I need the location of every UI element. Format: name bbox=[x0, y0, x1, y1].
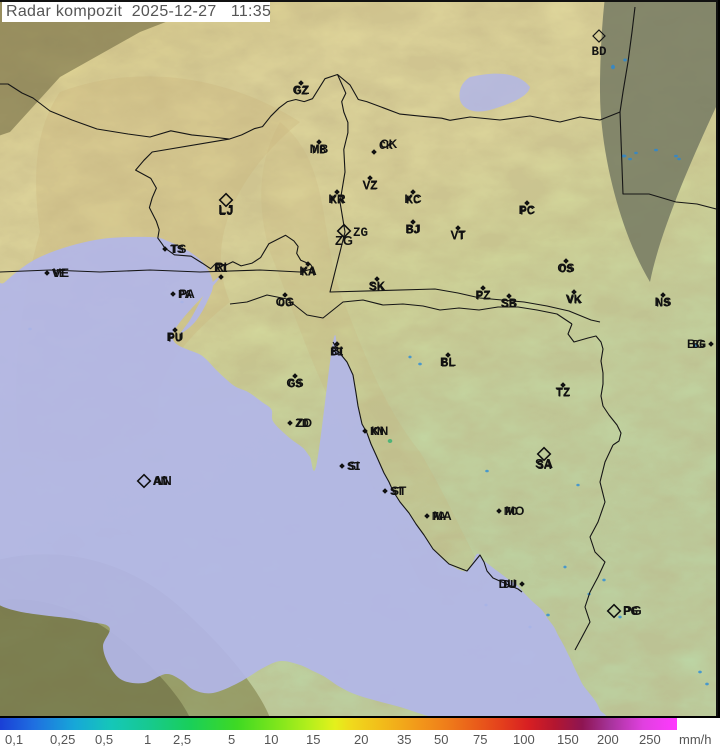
svg-text:VZ: VZ bbox=[362, 178, 377, 192]
svg-text:SA: SA bbox=[535, 456, 554, 471]
svg-text:RI: RI bbox=[215, 260, 227, 274]
svg-text:MA: MA bbox=[433, 509, 452, 523]
svg-text:TS: TS bbox=[171, 242, 186, 256]
svg-text:OS: OS bbox=[557, 261, 574, 275]
svg-text:BD: BD bbox=[591, 45, 607, 59]
svg-text:PA: PA bbox=[179, 287, 195, 301]
svg-text:PZ: PZ bbox=[475, 288, 490, 302]
svg-text:SK: SK bbox=[369, 279, 386, 293]
svg-text:CK: CK bbox=[380, 137, 398, 151]
svg-text:KA: KA bbox=[299, 264, 317, 278]
svg-text:SB: SB bbox=[501, 296, 518, 310]
svg-text:MO: MO bbox=[505, 504, 524, 518]
svg-text:ZG: ZG bbox=[353, 226, 368, 240]
svg-text:PU: PU bbox=[167, 330, 184, 344]
svg-text:OG: OG bbox=[276, 295, 295, 309]
svg-text:AN: AN bbox=[153, 473, 172, 488]
svg-text:LJ: LJ bbox=[218, 202, 233, 217]
svg-text:ZD: ZD bbox=[296, 416, 312, 430]
svg-text:DU: DU bbox=[499, 577, 516, 591]
svg-text:BG: BG bbox=[687, 337, 705, 351]
svg-text:SI: SI bbox=[348, 459, 359, 473]
svg-text:KN: KN bbox=[371, 424, 388, 438]
svg-text:ST: ST bbox=[391, 484, 407, 498]
svg-text:MB: MB bbox=[310, 142, 329, 156]
svg-text:BI: BI bbox=[331, 344, 343, 358]
svg-text:GZ: GZ bbox=[293, 83, 310, 97]
svg-text:KR: KR bbox=[328, 192, 346, 206]
svg-text:TZ: TZ bbox=[556, 385, 571, 399]
svg-text:GS: GS bbox=[286, 376, 303, 390]
svg-text:VK: VK bbox=[566, 292, 583, 306]
svg-text:VE: VE bbox=[53, 266, 69, 280]
svg-text:ZG: ZG bbox=[335, 233, 353, 248]
svg-text:KC: KC bbox=[404, 192, 422, 206]
svg-text:VT: VT bbox=[450, 228, 466, 242]
svg-text:BL: BL bbox=[440, 355, 456, 369]
svg-text:BJ: BJ bbox=[405, 222, 420, 236]
svg-text:NS: NS bbox=[655, 295, 672, 309]
svg-text:PG: PG bbox=[623, 603, 642, 618]
svg-text:PC: PC bbox=[519, 203, 536, 217]
